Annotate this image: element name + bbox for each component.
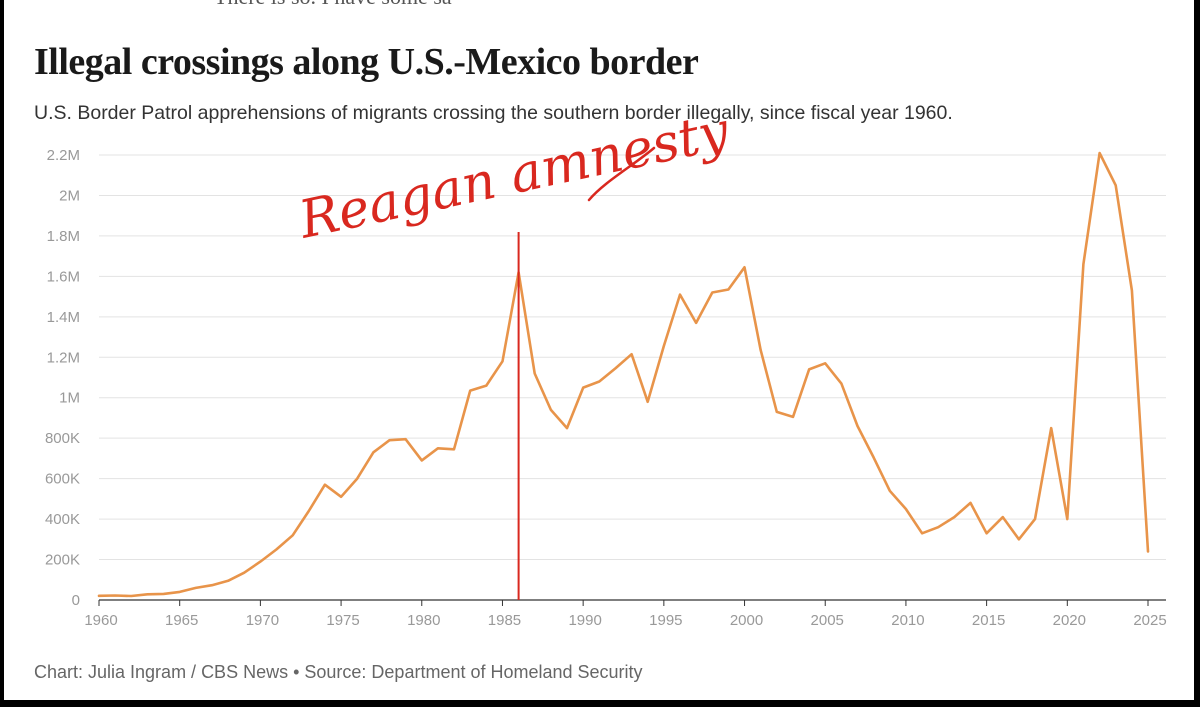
- x-tick-label: 2000: [730, 612, 763, 629]
- series-group: [97, 151, 1150, 598]
- y-tick-label: 1.2M: [47, 349, 80, 366]
- line-chart: 0 200K 400K 600K 800K 1M 1.2M 1.4M 1.6M 1.8M 2M 2.2…: [45, 101, 1167, 629]
- y-tick-label: 600K: [45, 471, 80, 488]
- y-tick-label: 1M: [59, 390, 80, 407]
- y-tick-label: 800K: [45, 430, 80, 447]
- y-tick-label: 200K: [45, 552, 80, 569]
- x-tick-label: 1970: [246, 612, 279, 629]
- x-tick-label: 1965: [165, 612, 198, 629]
- chart-card: There is so. I have some sa Illegal cros…: [4, 0, 1194, 700]
- x-tick-label: 1990: [568, 612, 601, 629]
- y-axis-ticks: 0 200K 400K 600K 800K 1M 1.2M 1.4M 1.6M 1.8M 2M 2.2…: [45, 147, 80, 609]
- chart-title: Illegal crossings along U.S.-Mexico bord…: [34, 41, 699, 83]
- gridlines: [99, 154, 1166, 561]
- x-tick-label: 2020: [1053, 612, 1086, 629]
- annotation-underline-flourish: [587, 146, 656, 202]
- y-tick-label: 1.4M: [47, 309, 80, 326]
- annotation-handwritten-label: Reagan amnesty: [293, 101, 734, 251]
- cropped-text-fragment: There is so. I have some sa: [214, 0, 452, 10]
- y-tick-label: 1.6M: [47, 268, 80, 285]
- x-tick-label: 1995: [649, 612, 682, 629]
- x-axis-ticks: 1960 1965 1970 1975 1980 1985 1990 1995 2000 2005…: [84, 600, 1167, 629]
- x-tick-label: 1985: [488, 612, 521, 629]
- x-tick-label: 2005: [811, 612, 844, 629]
- series-line-apprehensions: [97, 151, 1150, 598]
- x-tick-label: 1960: [84, 612, 117, 629]
- y-tick-label: 2M: [59, 187, 80, 204]
- x-tick-label: 1975: [326, 612, 359, 629]
- y-tick-label: 2.2M: [47, 147, 80, 164]
- x-tick-label: 1980: [407, 612, 440, 629]
- chart-subtitle: U.S. Border Patrol apprehensions of migr…: [34, 102, 953, 124]
- x-tick-label: 2025: [1133, 612, 1166, 629]
- y-tick-label: 400K: [45, 511, 80, 528]
- y-tick-label: 0: [72, 592, 80, 609]
- chart-credit: Chart: Julia Ingram / CBS News • Source:…: [34, 662, 643, 682]
- x-tick-label: 2010: [891, 612, 924, 629]
- reagan-amnesty-annotation: Reagan amnesty: [293, 101, 735, 600]
- y-tick-label: 1.8M: [47, 228, 80, 245]
- x-tick-label: 2015: [972, 612, 1005, 629]
